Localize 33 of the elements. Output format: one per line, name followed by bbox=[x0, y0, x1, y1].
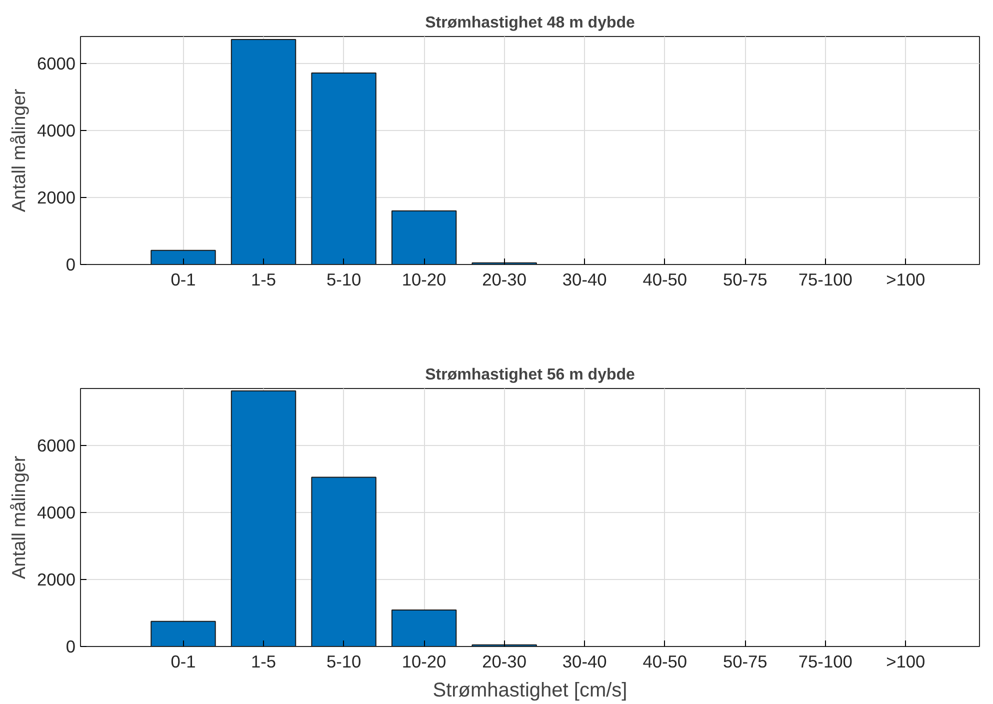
y-tick-label: 2000 bbox=[36, 187, 76, 208]
x-tick-label: >100 bbox=[886, 270, 926, 290]
x-tick-label: 75-100 bbox=[798, 652, 852, 672]
x-tick-label: 10-20 bbox=[402, 652, 446, 672]
x-tick-label: 0-1 bbox=[170, 270, 196, 290]
x-tick-label: 10-20 bbox=[402, 270, 446, 290]
y-tick-label: 0 bbox=[66, 254, 76, 274]
x-tick-label: 20-30 bbox=[482, 270, 526, 290]
x-tick-label: 75-100 bbox=[798, 270, 852, 290]
x-tick-label: >100 bbox=[886, 652, 926, 672]
x-tick-label: 20-30 bbox=[482, 652, 526, 672]
x-tick-label: 5-10 bbox=[326, 652, 362, 672]
y-axis-title: Antall målinger bbox=[8, 456, 29, 580]
x-axis-title: Strømhastighet [cm/s] bbox=[432, 680, 628, 702]
y-tick-label: 4000 bbox=[36, 502, 76, 522]
y-tick-label: 2000 bbox=[36, 569, 76, 590]
x-tick-label: 30-40 bbox=[562, 652, 607, 672]
x-tick-label: 50-75 bbox=[722, 270, 768, 290]
x-tick-label: 30-40 bbox=[562, 270, 607, 290]
x-tick-label: 1-5 bbox=[250, 652, 276, 672]
chart-title: Strømhastighet 48 m dybde bbox=[425, 14, 636, 32]
x-tick-label: 0-1 bbox=[170, 652, 196, 672]
x-tick-label: 50-75 bbox=[722, 652, 768, 672]
x-tick-label: 40-50 bbox=[642, 652, 688, 672]
y-tick-label: 6000 bbox=[36, 435, 76, 456]
y-tick-label: 6000 bbox=[36, 53, 76, 74]
y-axis-title: Antall målinger bbox=[8, 88, 29, 212]
y-tick-label: 0 bbox=[66, 636, 76, 656]
x-tick-label: 40-50 bbox=[642, 270, 688, 290]
y-tick-label: 4000 bbox=[36, 120, 76, 140]
chart-title: Strømhastighet 56 m dybde bbox=[425, 366, 636, 384]
x-tick-label: 5-10 bbox=[326, 270, 362, 290]
x-tick-label: 1-5 bbox=[250, 270, 276, 290]
